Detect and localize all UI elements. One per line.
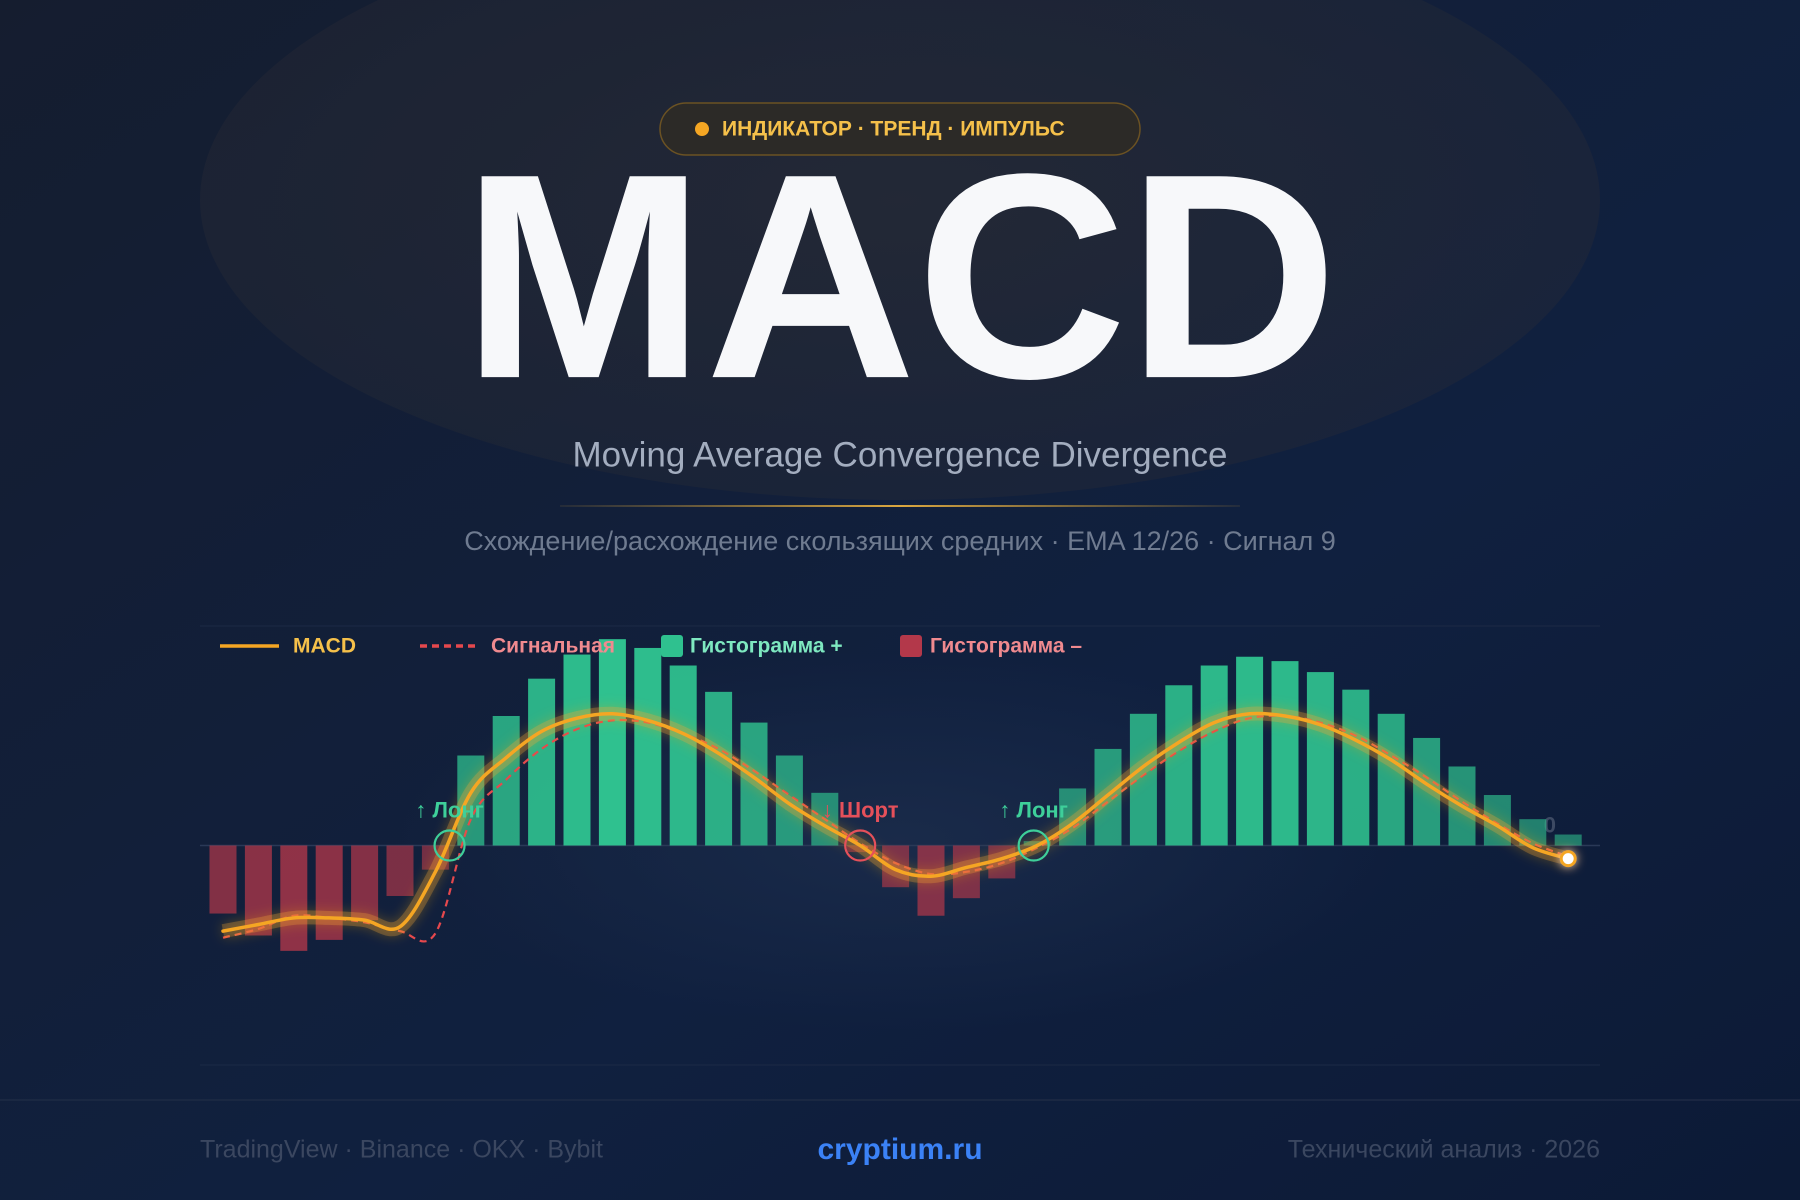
legend-label: Гистограмма +	[690, 635, 843, 658]
footer-link[interactable]: cryptium.ru	[817, 1133, 982, 1166]
cross-marker	[844, 829, 877, 862]
badge-dot	[695, 122, 709, 136]
y-tick-label: 0	[1544, 812, 1556, 837]
subtitle: Moving Average Convergence Divergence	[572, 435, 1227, 474]
histogram-bar	[1554, 834, 1582, 846]
title: MACD	[462, 113, 1338, 439]
legend-label: Гистограмма –	[930, 635, 1082, 658]
description: Схождение/расхождение скользящих средних…	[464, 526, 1336, 556]
end-dot	[1559, 850, 1577, 868]
histogram-bar	[705, 691, 733, 846]
badge-text: ИНДИКАТОР · ТРЕНД · ИМПУЛЬС	[722, 118, 1065, 141]
legend-swatch	[661, 635, 683, 657]
histogram-bar	[1306, 672, 1334, 846]
legend-swatch	[900, 635, 922, 657]
histogram-bar	[1271, 661, 1299, 846]
histogram-bar	[669, 665, 697, 846]
chart: 0 ↑ Лонг ↓ Шорт ↑ Лонг MACD Сигнальная Гистогр…	[200, 625, 1600, 1066]
histogram-bar	[209, 845, 237, 914]
histogram-bar	[315, 845, 343, 940]
histogram-bar	[528, 678, 556, 846]
annotation: ↑ Лонг	[999, 797, 1067, 822]
histogram-bar	[1377, 713, 1405, 846]
histogram-bar	[563, 654, 591, 846]
histogram-bar	[386, 845, 414, 896]
histogram-bar	[598, 639, 626, 846]
badge	[659, 102, 1141, 156]
footer-right: Технический анализ · 2026	[1288, 1136, 1600, 1164]
histogram-bar	[1200, 665, 1228, 846]
histogram-bar	[492, 715, 520, 846]
legend-label: Сигнальная	[491, 635, 615, 658]
histogram-bar	[1165, 685, 1193, 846]
divider	[560, 505, 1240, 507]
legend-label: MACD	[293, 635, 356, 658]
footer-left: TradingView · Binance · OKX · Bybit	[200, 1136, 603, 1164]
cross-marker	[433, 829, 466, 862]
annotation: ↑ Лонг	[415, 797, 483, 822]
histogram-bar	[351, 845, 379, 921]
histogram-bar	[1236, 656, 1264, 846]
annotation: ↓ Шорт	[822, 797, 899, 822]
histogram-bar	[634, 647, 662, 846]
histogram-bar	[280, 845, 308, 951]
halo	[200, 0, 1600, 500]
histogram-bar	[1342, 689, 1370, 846]
cross-marker	[1017, 829, 1050, 862]
